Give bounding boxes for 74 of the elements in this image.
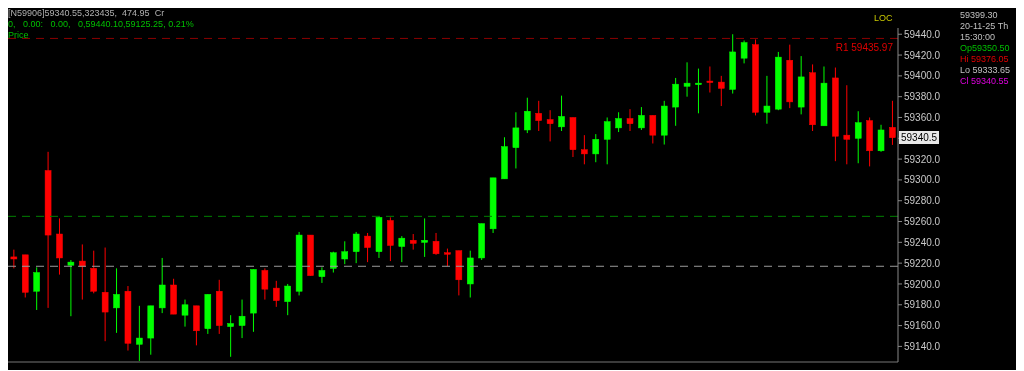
candlestick xyxy=(877,124,885,153)
candlestick xyxy=(398,235,406,263)
candlestick xyxy=(421,217,428,258)
candlestick xyxy=(364,232,371,263)
candlestick xyxy=(79,243,86,301)
candlestick xyxy=(10,249,18,269)
candlestick xyxy=(649,114,657,144)
candlestick xyxy=(558,95,565,132)
y-tick-label: 59200.0 xyxy=(904,278,941,290)
y-tick-label: 59360.0 xyxy=(904,112,941,124)
candlestick xyxy=(273,280,280,308)
candlestick xyxy=(706,66,714,94)
y-tick-label: 59140.0 xyxy=(904,340,941,352)
candlestick xyxy=(740,39,748,64)
candlestick xyxy=(763,75,771,125)
ref-line-label: R1 59435.97 xyxy=(835,41,894,53)
y-tick-label: 59240.0 xyxy=(904,236,941,248)
candlestick xyxy=(136,305,143,362)
y-tick-label: 59300.0 xyxy=(904,174,941,186)
candlestick xyxy=(341,240,348,265)
y-tick-label: 59420.0 xyxy=(904,49,941,61)
candlestick xyxy=(318,266,326,284)
candlestick xyxy=(603,116,611,165)
y-tick-label: 59440.0 xyxy=(904,28,941,40)
candlestick xyxy=(352,231,360,264)
candlestick xyxy=(238,299,246,339)
candlestick xyxy=(592,133,600,163)
annotation: Price xyxy=(8,30,30,41)
candlestick xyxy=(854,110,862,164)
candlestick xyxy=(33,266,40,311)
y-tick-label: 59160.0 xyxy=(904,320,941,332)
candlestick xyxy=(615,111,622,133)
candlestick xyxy=(672,77,679,127)
candlestick xyxy=(227,314,234,358)
candlestick xyxy=(638,106,645,131)
text: 15:30:00 xyxy=(960,32,997,43)
candlestick xyxy=(524,97,531,134)
text: LOC xyxy=(874,13,893,23)
candlestick xyxy=(101,247,109,342)
candlestick xyxy=(843,84,851,165)
candlestick xyxy=(695,68,702,114)
annotation: 59340.5 xyxy=(899,130,940,144)
candlestick xyxy=(683,61,691,98)
y-tick-label: 59260.0 xyxy=(904,216,941,228)
text: 20-11-25 Th xyxy=(960,21,1010,32)
candlestick xyxy=(889,100,896,146)
text: Cl 59340.55 xyxy=(960,76,1010,87)
text: Lo 59333.65 xyxy=(960,65,1011,76)
candlestick xyxy=(261,267,269,301)
y-tick-label: 59400.0 xyxy=(904,70,941,82)
candlestick xyxy=(67,259,75,317)
candlestick xyxy=(284,283,291,316)
annotation: 0, 0.00: 0.00, 0,59440.10,59125.25, 0.21% xyxy=(8,19,194,30)
text: 59399.30 xyxy=(960,10,999,21)
candlestick xyxy=(535,100,542,132)
y-tick-label: 59280.0 xyxy=(904,195,941,207)
candlestick xyxy=(113,267,120,334)
candlestick xyxy=(581,134,588,165)
candlestick xyxy=(158,257,166,314)
text: [N59906]59340.55,323435, 474.95 Cr xyxy=(8,8,166,19)
y-tick-label: 59320.0 xyxy=(904,153,941,165)
y-tick-label: 59220.0 xyxy=(904,257,941,269)
y-tick-label: 59380.0 xyxy=(904,91,941,103)
text: Hi 59376.05 xyxy=(960,54,1010,65)
candlestick xyxy=(56,217,63,276)
candlestick xyxy=(546,109,554,142)
candlestick xyxy=(432,232,440,256)
candlestick xyxy=(90,250,97,294)
candlestick xyxy=(512,111,520,169)
candlestick xyxy=(718,75,725,107)
candlestick xyxy=(181,299,189,328)
candlestick xyxy=(626,108,634,132)
text: Op59350.50 xyxy=(960,43,1011,54)
y-tick-label: 59180.0 xyxy=(904,299,941,311)
